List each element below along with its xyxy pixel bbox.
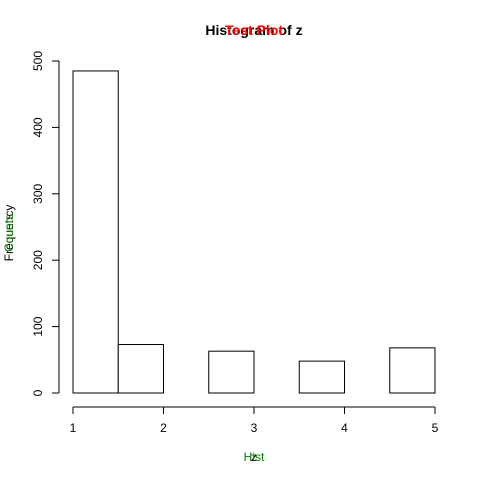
chart-overlay-title: Test Plot — [225, 22, 283, 38]
x-axis: 1 2 3 4 5 — [70, 406, 439, 435]
histogram-bar-1 — [117, 344, 164, 394]
y-tick-label: 300 — [31, 183, 45, 203]
y-tick-label: 200 — [31, 250, 45, 270]
histogram-bar-0 — [72, 70, 119, 394]
histogram-bar-5 — [298, 360, 345, 394]
y-tick-label: 500 — [31, 51, 45, 71]
y-axis-overlay-label: Counts — [2, 214, 16, 252]
histogram-bar-3 — [208, 350, 255, 394]
x-axis-label: z — [251, 450, 257, 464]
x-tick-label: 2 — [160, 421, 167, 435]
x-tick-label: 5 — [432, 421, 439, 435]
x-tick-label: 4 — [341, 421, 348, 435]
y-tick-label: 400 — [31, 117, 45, 137]
y-tick-label: 0 — [31, 389, 45, 396]
histogram-bar-7 — [389, 347, 436, 394]
y-axis-label: Frequency — [2, 205, 16, 262]
x-tick-label: 3 — [251, 421, 258, 435]
chart-title: Histogram of z — [205, 22, 302, 38]
x-axis-overlay-label: Hist — [244, 450, 265, 464]
y-tick-label: 100 — [31, 316, 45, 336]
y-axis: 0 100 200 300 400 500 — [31, 51, 60, 396]
x-tick-label: 1 — [70, 421, 77, 435]
histogram-bars — [72, 70, 436, 394]
